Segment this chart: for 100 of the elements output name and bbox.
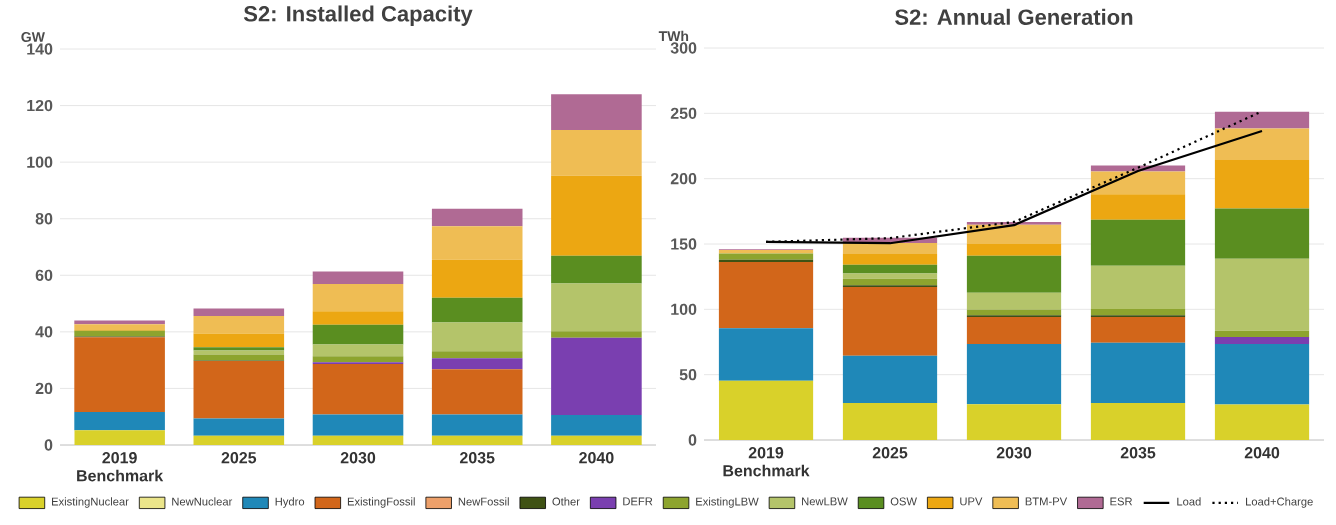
bar [431,226,523,260]
y-tick-label: 100 [27,156,53,168]
bar [312,271,404,285]
bar [431,414,523,436]
legend-label: ExistingNuclear [52,497,129,508]
bar [551,175,642,256]
legend-label: Hydro [275,497,305,508]
bar [74,337,165,412]
bar [1090,194,1186,220]
chart-title: S2: Annual Generation [895,8,1133,25]
bar [842,273,938,279]
y-tick-label: 150 [671,238,697,250]
bar [1214,258,1310,331]
bar [193,361,285,419]
bar [431,208,523,227]
bar [431,358,523,370]
y-tick-label: 0 [44,439,53,451]
legend-label: ExistingFossil [347,497,415,508]
bar [551,283,642,332]
bar [312,284,404,312]
bar [718,253,814,260]
legend-label: ExistingLBW [696,497,759,508]
bar [431,435,523,446]
bar [966,309,1062,316]
bar [718,328,814,381]
bar [431,351,523,359]
bar [193,418,285,436]
bar [1090,219,1186,266]
x-tick-label: 2040 [1244,447,1280,459]
bar [1214,330,1310,338]
bar [431,369,523,415]
bar [966,404,1062,440]
bar [312,344,404,357]
bar [312,356,404,363]
x-tick-label: 2019 Benchmark [77,452,164,482]
bar [966,255,1062,293]
bar [1090,316,1186,343]
y-axis-title: TWh [658,30,689,41]
bar [966,316,1062,345]
bar [74,411,165,431]
bar [312,364,404,415]
bar [431,322,523,352]
bar [966,224,1062,244]
bar [718,261,814,329]
y-tick-label: 20 [35,382,53,395]
legend-label: DEFR [623,497,653,506]
y-tick-label: 300 [670,42,697,54]
legend-label: UPV [960,497,983,506]
bar [842,286,938,356]
x-tick-label: 2025 [221,452,257,464]
chart-title: S2: Installed Capacity [243,5,473,26]
y-tick-label: 100 [671,303,697,315]
bar [718,259,814,262]
legend-label: ESR [1110,497,1133,506]
bar [551,255,642,284]
legend-label: Other [552,497,580,506]
bar [312,311,404,325]
bar [431,297,523,323]
x-tick-label: 2030 [340,452,376,464]
bar [193,333,285,348]
bar [1214,111,1310,129]
bar [312,414,404,436]
bar [1214,337,1310,345]
x-tick-label: 2019 Benchmark [723,447,810,477]
bar [1090,309,1186,316]
y-tick-label: 120 [27,99,53,112]
x-tick-label: 2035 [459,452,495,464]
bar [431,259,523,298]
bar [1214,344,1310,405]
bar [966,344,1062,405]
bar [1214,404,1310,440]
bar [1090,171,1186,195]
bar [1214,208,1310,259]
legend-label: BTM-PV [1025,497,1068,506]
y-tick-label: 60 [35,269,53,281]
bar [842,402,938,440]
bar [842,355,938,403]
bar [312,324,404,345]
bar [842,278,938,286]
bar [966,292,1062,310]
bar [551,415,642,436]
bar [74,324,165,330]
x-tick-label: 2040 [579,452,614,464]
legend-label: NewNuclear [172,497,233,506]
bar [193,347,285,351]
legend-label: Load [1177,497,1201,506]
bar [551,337,642,416]
y-tick-label: 250 [670,107,697,119]
bar [551,94,642,130]
bar [193,316,285,334]
legend-label: Load+Charge [1246,497,1313,508]
bar [551,331,642,338]
y-tick-label: 50 [679,369,697,381]
bar [193,308,285,317]
y-tick-label: 0 [688,434,697,446]
y-tick-label: 140 [27,43,53,55]
bar [966,244,1062,256]
y-axis-title: GW [21,32,45,42]
y-tick-label: 40 [35,326,53,338]
bar [551,435,642,446]
